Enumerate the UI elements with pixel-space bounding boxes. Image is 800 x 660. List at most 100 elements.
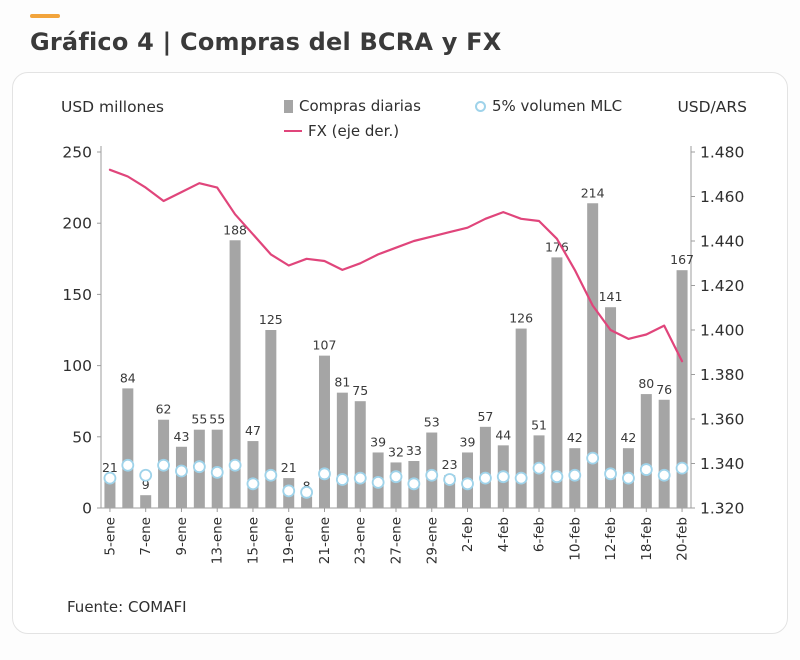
bar bbox=[247, 441, 259, 508]
mlc-circle bbox=[443, 473, 457, 486]
bar bbox=[605, 307, 617, 508]
x-tick-label: 18-feb bbox=[639, 517, 655, 561]
bar bbox=[354, 401, 366, 508]
x-tick-label: 27-ene bbox=[389, 517, 405, 564]
source-note: Fuente: COMAFI bbox=[67, 598, 187, 616]
mlc-circle bbox=[622, 471, 635, 485]
mlc-circle bbox=[353, 471, 367, 485]
mlc-circle bbox=[425, 468, 439, 482]
x-tick-label: 2-feb bbox=[460, 517, 476, 552]
x-tick-label: 9-ene bbox=[174, 517, 190, 556]
bar-value-label: 21 bbox=[281, 460, 297, 475]
bar bbox=[587, 203, 599, 508]
bar-value-label: 47 bbox=[245, 423, 261, 438]
bar-marker-icon bbox=[283, 99, 293, 113]
legend-row-1: Compras diarias 5% volumen MLC bbox=[283, 97, 677, 115]
mlc-circle bbox=[550, 470, 564, 484]
mlc-circle bbox=[586, 451, 600, 465]
bar-value-label: 62 bbox=[156, 402, 172, 417]
mlc-circle bbox=[461, 477, 474, 491]
mlc-circle bbox=[496, 470, 510, 484]
page-title: Gráfico 4 | Compras del BCRA y FX bbox=[30, 28, 502, 56]
mlc-circle bbox=[639, 463, 653, 476]
right-tick-label: 1.420 bbox=[700, 277, 744, 295]
left-axis-title: USD millones bbox=[61, 98, 164, 116]
bar-value-label: 51 bbox=[531, 417, 547, 432]
bar bbox=[444, 475, 456, 508]
bar-value-label: 9 bbox=[142, 477, 150, 492]
bar-value-label: 42 bbox=[567, 430, 583, 445]
x-tick-label: 29-ene bbox=[424, 517, 440, 564]
x-tick-label: 21-ene bbox=[317, 517, 333, 564]
mlc-circle bbox=[192, 460, 206, 474]
bar-value-label: 76 bbox=[656, 382, 672, 397]
mlc-circle bbox=[121, 458, 135, 472]
x-tick-label: 5-ene bbox=[102, 517, 118, 556]
mlc-circle bbox=[478, 471, 492, 485]
right-tick-label: 1.340 bbox=[700, 455, 744, 473]
mlc-circle bbox=[228, 458, 242, 472]
legend-item-bars: Compras diarias bbox=[283, 97, 421, 115]
bar-value-label: 57 bbox=[477, 409, 493, 424]
bar bbox=[318, 355, 330, 508]
chart-area: 0 50 100 150 200 250 1.320 1.340 1.360 1.380 1.400… bbox=[23, 142, 777, 596]
mlc-circle bbox=[103, 471, 117, 485]
bar bbox=[140, 495, 152, 508]
right-tick-label: 1.400 bbox=[700, 322, 744, 340]
mlc-circle bbox=[335, 473, 349, 486]
bar-value-label: 81 bbox=[334, 375, 350, 390]
bar-value-label: 107 bbox=[313, 338, 337, 353]
chart-canvas: 0 50 100 150 200 250 1.320 1.340 1.360 1.380 1.400… bbox=[62, 144, 744, 565]
bar bbox=[479, 426, 491, 508]
bar bbox=[175, 446, 187, 508]
bar-value-label: 84 bbox=[120, 370, 136, 385]
x-tick-label: 15-ene bbox=[245, 517, 261, 564]
x-tick-label: 4-feb bbox=[496, 517, 512, 552]
mlc-circle bbox=[175, 464, 188, 478]
bar-value-label: 39 bbox=[460, 434, 476, 449]
x-tick-label: 20-feb bbox=[675, 517, 691, 561]
mlc-circle bbox=[318, 467, 331, 481]
bar-value-label: 126 bbox=[509, 311, 533, 326]
bar-value-label: 125 bbox=[259, 312, 283, 327]
bar bbox=[122, 388, 134, 508]
left-tick-label: 150 bbox=[62, 286, 92, 304]
mlc-circle bbox=[407, 477, 421, 491]
bar bbox=[676, 270, 688, 508]
bar-value-label: 167 bbox=[670, 252, 694, 267]
bar bbox=[104, 478, 116, 508]
x-tick-label: 13-ene bbox=[210, 517, 226, 564]
x-tick-label: 12-feb bbox=[603, 517, 619, 561]
mlc-circle bbox=[568, 468, 582, 482]
bar-value-label: 42 bbox=[620, 430, 636, 445]
bar-value-label: 32 bbox=[388, 444, 404, 459]
bar bbox=[515, 328, 527, 508]
bar-value-label: 80 bbox=[638, 376, 654, 391]
bar bbox=[640, 394, 652, 508]
x-tick-label: 19-ene bbox=[281, 517, 297, 564]
mlc-circle bbox=[157, 458, 170, 472]
bar bbox=[229, 240, 241, 508]
right-tick-label: 1.480 bbox=[700, 144, 744, 162]
legend-label-mlc: 5% volumen MLC bbox=[491, 97, 623, 115]
mlc-circle bbox=[210, 465, 224, 479]
bar bbox=[390, 462, 402, 508]
right-tick-label: 1.320 bbox=[700, 500, 744, 518]
bar bbox=[658, 399, 670, 508]
right-tick-label: 1.360 bbox=[700, 411, 744, 429]
legend-row-2: FX (eje der.) bbox=[283, 122, 677, 140]
mlc-circle bbox=[604, 467, 617, 481]
left-tick-label: 200 bbox=[62, 215, 92, 233]
mlc-circle bbox=[264, 468, 278, 482]
bar-value-label: 39 bbox=[370, 434, 386, 449]
mlc-circle bbox=[371, 475, 385, 489]
bar-value-label: 43 bbox=[174, 429, 190, 444]
chart-header: Gráfico 4 | Compras del BCRA y FX bbox=[0, 0, 800, 66]
chart-card: USD millones Compras diarias 5% volumen … bbox=[12, 72, 788, 634]
x-tick-label: 23-ene bbox=[353, 517, 369, 564]
mlc-circle bbox=[282, 484, 296, 498]
bar-value-label: 23 bbox=[442, 457, 458, 472]
left-tick-label: 0 bbox=[82, 500, 92, 518]
left-tick-label: 250 bbox=[62, 144, 92, 162]
bar-value-label: 55 bbox=[191, 412, 207, 427]
